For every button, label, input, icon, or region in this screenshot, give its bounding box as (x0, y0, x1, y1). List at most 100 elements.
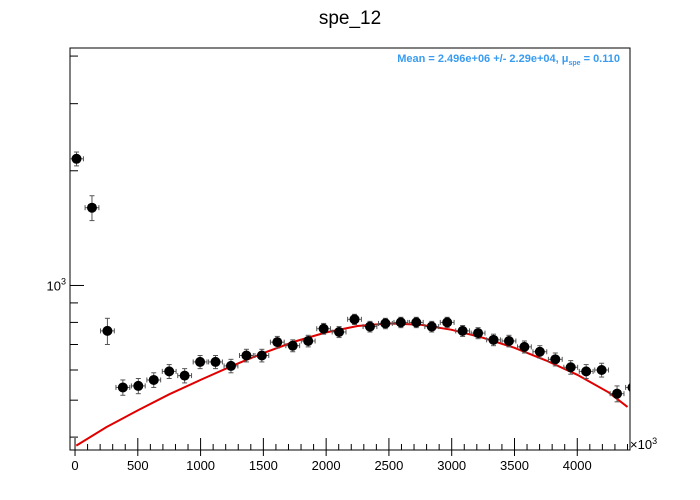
stats-prefix: Mean = 2.496e+06 +/- 2.29e+04, (397, 53, 562, 65)
data-marker (442, 317, 453, 328)
data-point (408, 316, 424, 329)
x-tick-label: 500 (127, 458, 149, 473)
data-marker (287, 340, 298, 351)
data-point (424, 320, 440, 333)
data-marker (272, 337, 283, 348)
y-tick-label: 103 (47, 276, 66, 293)
data-point (239, 348, 254, 363)
data-point (331, 326, 347, 339)
data-marker (411, 317, 422, 328)
data-marker (395, 317, 406, 328)
data-point (300, 334, 316, 348)
data-point (100, 317, 115, 345)
data-point (177, 368, 193, 384)
data-point (269, 335, 285, 349)
fit-curve-group (75, 322, 629, 447)
data-point (486, 333, 501, 347)
data-marker (581, 366, 592, 377)
data-marker (241, 350, 252, 361)
data-marker (71, 153, 82, 164)
stats-mu: μ (562, 53, 569, 65)
y-tick-exp: 3 (61, 276, 66, 286)
data-point (192, 354, 208, 370)
x-tick-label: 3000 (437, 458, 466, 473)
fit-curve (75, 322, 629, 447)
data-point (563, 360, 579, 375)
x-tick-label: 3500 (500, 458, 529, 473)
data-point (161, 364, 177, 379)
data-point (532, 345, 548, 359)
data-point (516, 340, 532, 354)
data-point (470, 327, 486, 340)
data-point (594, 362, 610, 378)
data-points-group (70, 151, 630, 403)
data-point (285, 339, 301, 353)
x-multiplier-exp: 3 (652, 436, 657, 446)
x-tick-label: 1500 (249, 458, 278, 473)
data-point (625, 383, 630, 392)
data-marker (148, 374, 159, 385)
data-point (347, 313, 362, 325)
data-marker (179, 370, 190, 381)
data-marker (534, 346, 545, 357)
data-marker (612, 388, 623, 399)
data-marker (349, 314, 360, 325)
stats-annotation: Mean = 2.496e+06 +/- 2.29e+04, μspe = 0.… (397, 53, 620, 67)
data-point (146, 372, 162, 388)
stats-suffix: = 0.110 (581, 53, 620, 65)
data-marker (334, 326, 345, 337)
data-point (393, 316, 409, 329)
x-tick-label: 0 (71, 458, 78, 473)
x-tick-label: 2500 (374, 458, 403, 473)
data-point (208, 354, 223, 370)
data-marker (102, 325, 113, 336)
data-marker (473, 328, 484, 339)
data-marker (318, 323, 329, 334)
data-point (501, 334, 517, 348)
data-point (578, 364, 594, 379)
data-marker (86, 202, 97, 213)
data-marker (596, 365, 607, 376)
data-marker (380, 318, 391, 329)
y-tick-base: 10 (47, 278, 61, 293)
data-point (316, 322, 332, 335)
data-marker (195, 356, 206, 367)
data-point (223, 358, 239, 374)
data-marker (457, 325, 468, 336)
x-tick-label: 4000 (563, 458, 592, 473)
data-marker (256, 350, 267, 361)
data-point (84, 195, 100, 222)
data-marker (565, 362, 576, 373)
data-marker (117, 382, 128, 393)
x-multiplier-base: ×10 (630, 437, 652, 452)
data-marker (210, 356, 221, 367)
data-marker (488, 334, 499, 345)
data-point (254, 348, 270, 363)
data-point (547, 352, 563, 367)
data-point (362, 320, 378, 333)
x-tick-label: 1000 (186, 458, 215, 473)
data-marker (225, 360, 236, 371)
data-point (439, 316, 455, 329)
data-marker (519, 341, 530, 352)
stats-mu-sub: spe (568, 60, 580, 67)
data-marker (303, 335, 314, 346)
data-point (378, 317, 393, 330)
data-marker (164, 366, 175, 377)
data-point (455, 325, 471, 337)
data-marker (503, 335, 514, 346)
data-marker (133, 380, 144, 391)
chart-title: spe_12 (319, 8, 381, 29)
data-point (115, 379, 131, 396)
data-marker (426, 321, 437, 332)
axes-group: 0 500 1000 1500 2000 2500 3000 3500 4000 103 (47, 55, 628, 473)
x-tick-label: 2000 (312, 458, 341, 473)
data-point (70, 151, 84, 167)
x-multiplier: ×103 (630, 436, 657, 452)
data-marker (364, 321, 375, 332)
data-marker (627, 383, 630, 392)
data-point (130, 377, 146, 395)
data-point (609, 385, 625, 403)
data-marker (550, 354, 561, 365)
